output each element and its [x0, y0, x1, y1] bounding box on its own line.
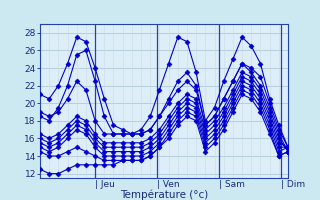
Text: | Dim: | Dim: [281, 180, 305, 189]
X-axis label: Température (°c): Température (°c): [120, 189, 208, 200]
Text: | Jeu: | Jeu: [95, 180, 115, 189]
Text: | Ven: | Ven: [156, 180, 179, 189]
Text: | Sam: | Sam: [219, 180, 244, 189]
